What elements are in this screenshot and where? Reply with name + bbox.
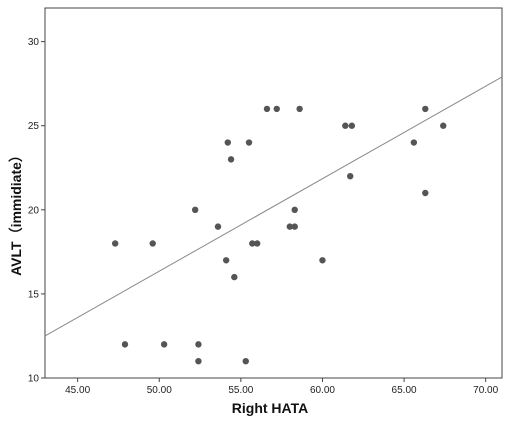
data-point [291,206,298,214]
y-tick-label: 20 [28,205,40,216]
data-point [249,240,256,247]
data-point [347,172,354,180]
x-tick-label: 65.00 [392,385,417,396]
data-point [291,223,298,230]
x-tick-label: 45.00 [65,385,90,396]
data-point [410,139,418,146]
data-point [195,357,202,365]
data-point [422,189,429,197]
data-point [224,139,231,146]
x-axis-title: Right HATA [232,400,308,416]
y-axis-title: AVLT（immidiate） [8,148,24,276]
data-point [342,122,349,129]
data-point [273,105,280,113]
data-point [227,156,235,163]
data-points [111,105,447,365]
data-point [149,240,156,247]
data-point [191,206,199,214]
data-point [214,223,222,230]
axes: 45.00 50.00 55.00 60.00 65.00 70.00 10 15 20 25 30 [28,7,503,396]
data-point [160,341,168,348]
data-point [242,357,249,365]
data-point [286,223,294,230]
y-tick-label: 30 [28,37,40,48]
data-point [195,341,202,348]
x-tick-label: 55.00 [228,385,253,396]
data-point [422,105,429,113]
data-point [222,257,230,264]
y-tick-label: 25 [28,121,40,132]
data-point [121,341,129,348]
x-tick-label: 60.00 [310,385,335,396]
regression-line [44,76,503,337]
data-point [319,257,326,264]
data-point [253,240,261,247]
x-tick-label: 70.00 [473,385,498,396]
data-point [245,139,253,146]
y-tick-label: 15 [28,289,40,300]
y-tick-label: 10 [28,374,40,385]
data-point [263,105,271,113]
plot-frame [44,7,503,379]
data-point [296,105,303,113]
data-point [111,240,119,247]
regression-line-group [44,76,503,337]
data-point [440,122,447,129]
data-point [348,122,356,129]
x-tick-label: 50.00 [147,385,172,396]
data-point [231,273,238,281]
